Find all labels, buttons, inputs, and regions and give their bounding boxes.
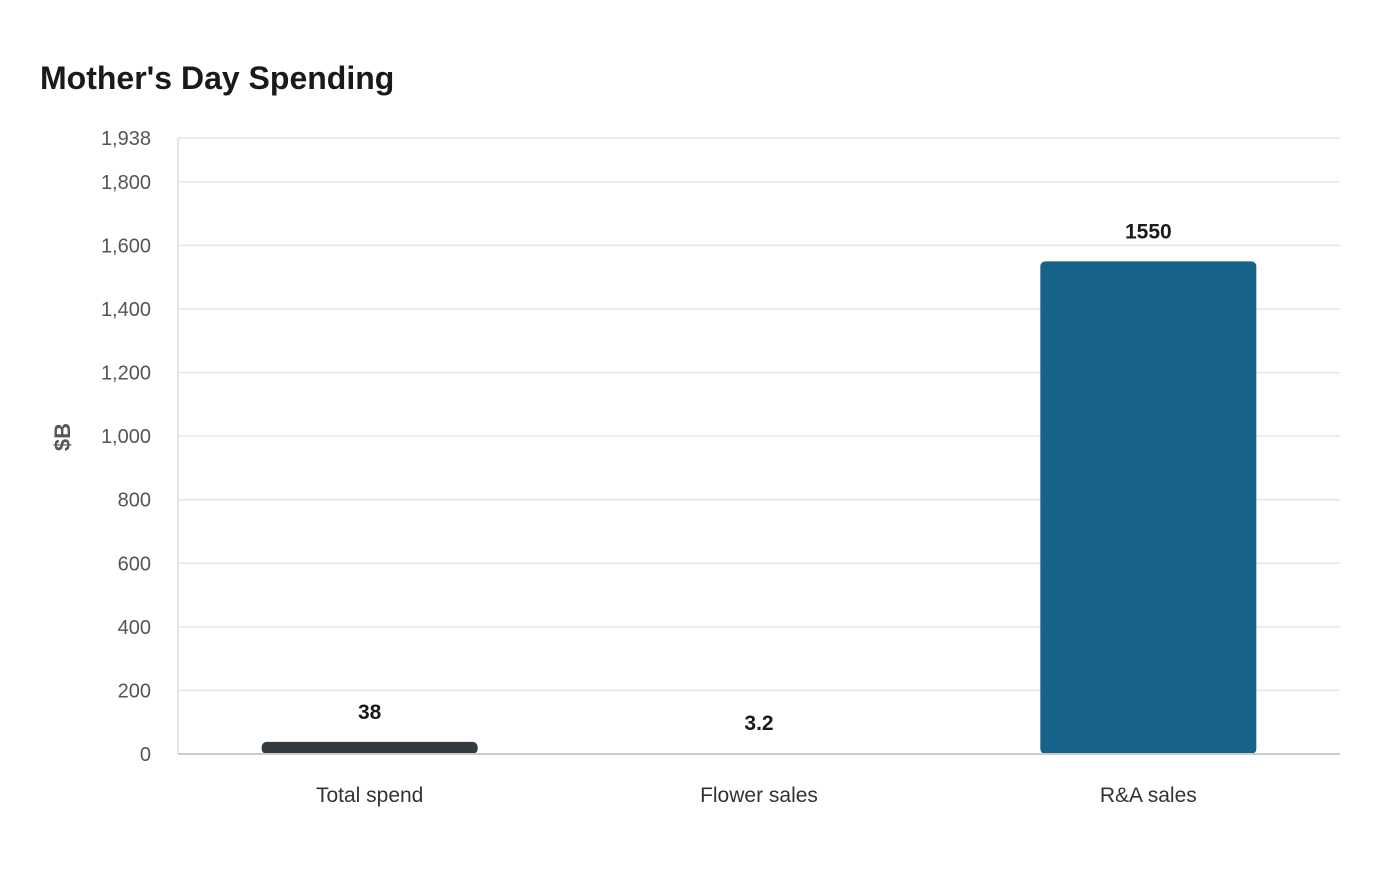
y-tick-label: 400 — [118, 617, 151, 639]
category-label: R&A sales — [1100, 784, 1197, 807]
data-labels: 38 3.2 1550 — [358, 220, 1172, 735]
y-tick-label: 1,800 — [101, 172, 151, 194]
data-label: 3.2 — [744, 712, 773, 735]
y-tick-label: 800 — [118, 490, 151, 512]
y-tick-label: 1,200 — [101, 363, 151, 385]
y-tick-label: 600 — [118, 553, 151, 575]
y-tick-labels: 0 200 400 600 800 1,000 1,200 1,400 1,600 1,800 1,… — [101, 128, 151, 766]
bars — [261, 261, 1257, 754]
data-label: 1550 — [1125, 220, 1172, 243]
category-label: Total spend — [316, 784, 423, 807]
category-labels: Total spend Flower sales R&A sales — [316, 784, 1197, 807]
y-tick-label: 200 — [118, 680, 151, 702]
y-tick-label: 0 — [140, 744, 151, 766]
chart-title: Mother's Day Spending — [40, 60, 395, 96]
category-label: Flower sales — [700, 784, 818, 807]
y-tick-label: 1,400 — [101, 299, 151, 321]
data-label: 38 — [358, 701, 382, 724]
y-tick-label: 1,000 — [101, 426, 151, 448]
y-tick-label: 1,600 — [101, 235, 151, 257]
y-tick-label: 1,938 — [101, 128, 151, 150]
bar — [1040, 261, 1257, 754]
y-axis-label: $B — [50, 423, 75, 451]
bar — [261, 741, 478, 754]
